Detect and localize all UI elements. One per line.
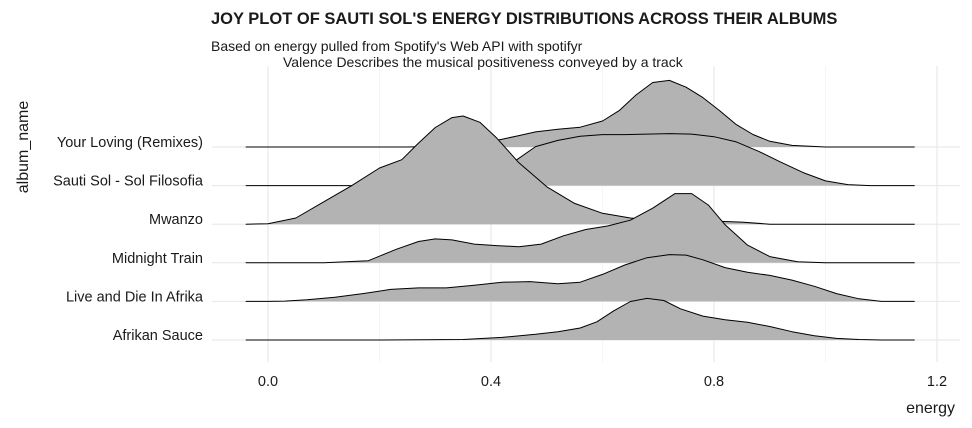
album-label: Sauti Sol - Sol Filosofia xyxy=(53,174,204,190)
album-labels: Afrikan Sauce Live and Die In Afrika Midni… xyxy=(53,135,204,344)
ridge-fill xyxy=(245,80,915,147)
ridge-fill xyxy=(245,298,915,340)
album-label: Midnight Train xyxy=(112,251,203,267)
ridge-outline xyxy=(245,193,915,264)
x-tick-label: 0.4 xyxy=(481,374,501,390)
chart-subtitle: Based on energy pulled from Spotify's We… xyxy=(211,38,583,54)
chart-title: JOY PLOT OF SAUTI SOL'S ENERGY DISTRIBUT… xyxy=(211,10,838,28)
x-tick-labels: 0.0 0.4 0.8 1.2 xyxy=(258,374,947,390)
chart-caption: Valence Describes the musical positivene… xyxy=(283,54,683,70)
album-label: Your Loving (Remixes) xyxy=(57,135,203,151)
x-tick-label: 0.8 xyxy=(704,374,724,390)
album-label: Afrikan Sauce xyxy=(113,328,203,344)
ridge-afrikan-sauce xyxy=(245,297,915,341)
x-axis-title: energy xyxy=(906,400,955,417)
ridges xyxy=(245,79,915,341)
ridge-fill xyxy=(245,133,915,186)
album-label: Mwanzo xyxy=(149,212,203,228)
ridge-midnight-train xyxy=(245,193,915,264)
y-axis-title: album_name xyxy=(15,101,32,194)
ridge-outline xyxy=(245,297,915,341)
ridge-fill xyxy=(245,116,915,225)
ridge-fill xyxy=(245,254,915,302)
ridge-live-and-die-in-afrika xyxy=(245,254,915,302)
x-tick-label: 1.2 xyxy=(927,374,947,390)
ridge-sauti-sol-sol-filosofia xyxy=(245,133,915,187)
album-label: Live and Die In Afrika xyxy=(66,289,204,305)
ridge-outline xyxy=(245,254,915,302)
x-tick-label: 0.0 xyxy=(258,374,278,390)
